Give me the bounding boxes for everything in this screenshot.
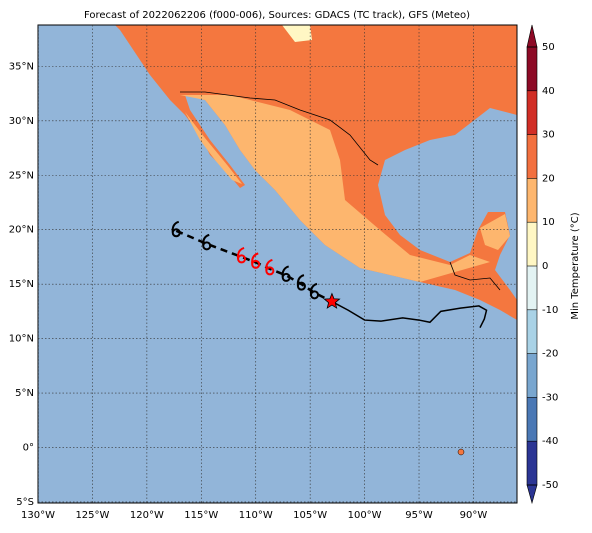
land-mild <box>480 214 510 250</box>
y-tick-label: 5°S <box>16 497 34 508</box>
x-tick-label: 105°W <box>293 510 327 521</box>
colorbar-band <box>527 90 537 135</box>
colorbar-tick-label: -30 <box>542 392 558 403</box>
overlay <box>38 25 517 503</box>
x-tick-label: 120°W <box>130 510 164 521</box>
cyclone-marker <box>171 220 181 238</box>
colorbar-extend <box>526 24 538 48</box>
cyclone-marker <box>281 265 291 282</box>
colorbar-tick-label: -20 <box>542 349 558 360</box>
colorbar-band <box>527 266 537 310</box>
y-tick-label: 10°N <box>9 334 34 345</box>
island <box>457 448 465 456</box>
colorbar-tick-label: -40 <box>542 436 558 447</box>
y-tick-label: 5°N <box>15 388 34 399</box>
land-mild <box>185 112 242 184</box>
border <box>449 261 501 291</box>
x-tick-label: 125°W <box>75 510 109 521</box>
cyclone-marker <box>265 258 275 276</box>
colorbar-band <box>527 397 537 442</box>
colorbar-band <box>527 47 537 91</box>
x-tick-label: 90°W <box>460 510 488 521</box>
land-cool <box>282 25 312 42</box>
y-tick-label: 25°N <box>9 170 34 181</box>
y-tick-label: 0° <box>23 442 34 453</box>
colorbar-band <box>527 353 537 398</box>
colorbar-label: Min Temperature (°C) <box>570 212 581 319</box>
colorbar-tick-label: -50 <box>542 480 558 491</box>
border <box>180 91 379 166</box>
track-line <box>331 300 488 329</box>
cyclone-marker <box>202 233 212 251</box>
x-tick-label: 130°W <box>21 510 55 521</box>
cyclone-marker <box>309 282 320 300</box>
colorbar-extend <box>526 484 538 505</box>
colorbar-band <box>527 134 537 179</box>
y-tick-label: 20°N <box>9 225 34 236</box>
x-tick-label: 110°W <box>239 510 273 521</box>
colorbar-tick-label: 10 <box>542 217 555 228</box>
colorbar-band <box>527 309 537 354</box>
land-mild <box>180 95 490 282</box>
cyclone-marker <box>251 252 261 269</box>
map-title: Forecast of 2022062206 (f000-006), Sourc… <box>84 10 470 21</box>
current-position <box>323 292 341 309</box>
colorbar-tick-label: 50 <box>542 42 555 53</box>
y-tick-label: 30°N <box>9 116 34 127</box>
colorbar-tick-label: 30 <box>542 130 555 141</box>
colorbar-tick-label: 0 <box>542 261 548 272</box>
cyclone-marker <box>296 274 306 291</box>
colorbar-band <box>527 178 537 223</box>
x-tick-label: 95°W <box>405 510 433 521</box>
colorbar-tick-label: -10 <box>542 305 558 316</box>
colorbar-band <box>527 222 537 266</box>
x-tick-label: 115°W <box>184 510 218 521</box>
colorbar-tick-label: 40 <box>542 86 555 97</box>
y-tick-label: 35°N <box>9 61 34 72</box>
colorbar-band <box>527 441 537 485</box>
cyclone-marker <box>236 246 247 264</box>
y-tick-label: 15°N <box>9 279 34 290</box>
land <box>115 25 517 456</box>
colorbar-tick-label: 20 <box>542 173 555 184</box>
x-tick-label: 100°W <box>348 510 382 521</box>
